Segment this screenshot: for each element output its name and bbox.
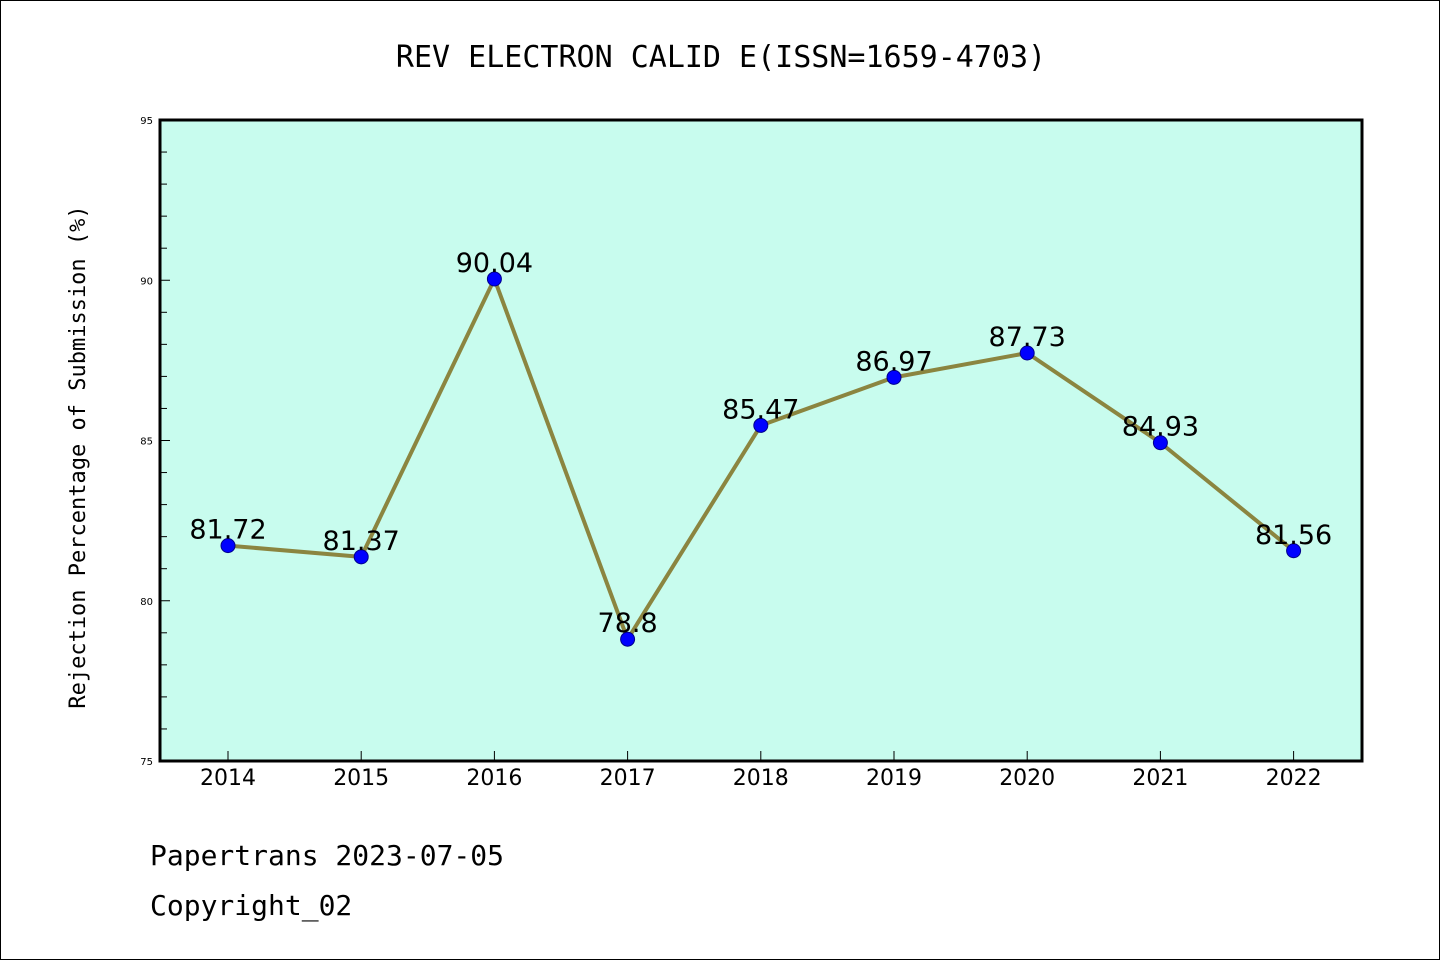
data-labels: 81.72 81.37 90.04 78.8 85.47 86.97 87.73 84.93 8… bbox=[189, 248, 1332, 639]
data-point bbox=[620, 631, 636, 647]
y-tick-label: 75 bbox=[140, 757, 153, 768]
x-tick-label: 2020 bbox=[999, 766, 1055, 791]
data-point bbox=[486, 271, 502, 287]
data-label: 87.73 bbox=[989, 322, 1066, 353]
data-point bbox=[1286, 543, 1302, 559]
y-tick-label: 90 bbox=[140, 276, 153, 287]
x-tick-label: 2019 bbox=[866, 766, 922, 791]
data-label: 90.04 bbox=[456, 248, 533, 279]
footer-date: Papertrans 2023-07-05 bbox=[150, 839, 504, 872]
x-tick-label: 2017 bbox=[600, 766, 656, 791]
x-tick-label: 2021 bbox=[1132, 766, 1188, 791]
x-tick-label: 2016 bbox=[466, 766, 522, 791]
x-tick-label: 2015 bbox=[333, 766, 389, 791]
data-point bbox=[353, 549, 369, 565]
x-axis: 2014 2015 2016 2017 2018 2019 2020 2021 2022 bbox=[200, 751, 1322, 791]
data-point bbox=[1019, 345, 1035, 361]
y-tick-label: 80 bbox=[140, 597, 153, 608]
x-tick-label: 2018 bbox=[733, 766, 789, 791]
data-point bbox=[220, 538, 236, 554]
data-markers bbox=[220, 271, 1302, 647]
data-label: 81.56 bbox=[1255, 520, 1332, 551]
x-tick-label: 2022 bbox=[1266, 766, 1322, 791]
y-tick-label: 95 bbox=[140, 116, 153, 127]
data-point bbox=[753, 417, 769, 433]
data-label: 78.8 bbox=[598, 608, 658, 639]
x-tick-label: 2014 bbox=[200, 766, 256, 791]
data-point bbox=[1152, 435, 1168, 451]
chart-title: REV ELECTRON CALID E(ISSN=1659-4703) bbox=[396, 40, 1046, 75]
y-axis-label: Rejection Percentage of Submission (%) bbox=[66, 205, 91, 708]
y-tick-label: 85 bbox=[140, 437, 153, 448]
data-label: 81.37 bbox=[323, 526, 400, 557]
data-point bbox=[886, 369, 902, 385]
footer-copyright: Copyright_02 bbox=[150, 889, 352, 923]
data-label: 85.47 bbox=[722, 394, 799, 425]
data-label: 86.97 bbox=[855, 346, 932, 377]
data-label: 84.93 bbox=[1122, 412, 1199, 443]
data-label: 81.72 bbox=[189, 515, 266, 546]
plot-border bbox=[158, 118, 1364, 763]
